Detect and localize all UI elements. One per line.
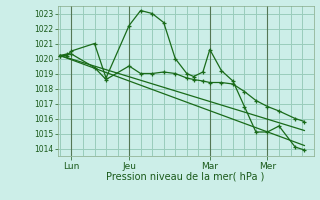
X-axis label: Pression niveau de la mer( hPa ): Pression niveau de la mer( hPa ) (107, 172, 265, 182)
